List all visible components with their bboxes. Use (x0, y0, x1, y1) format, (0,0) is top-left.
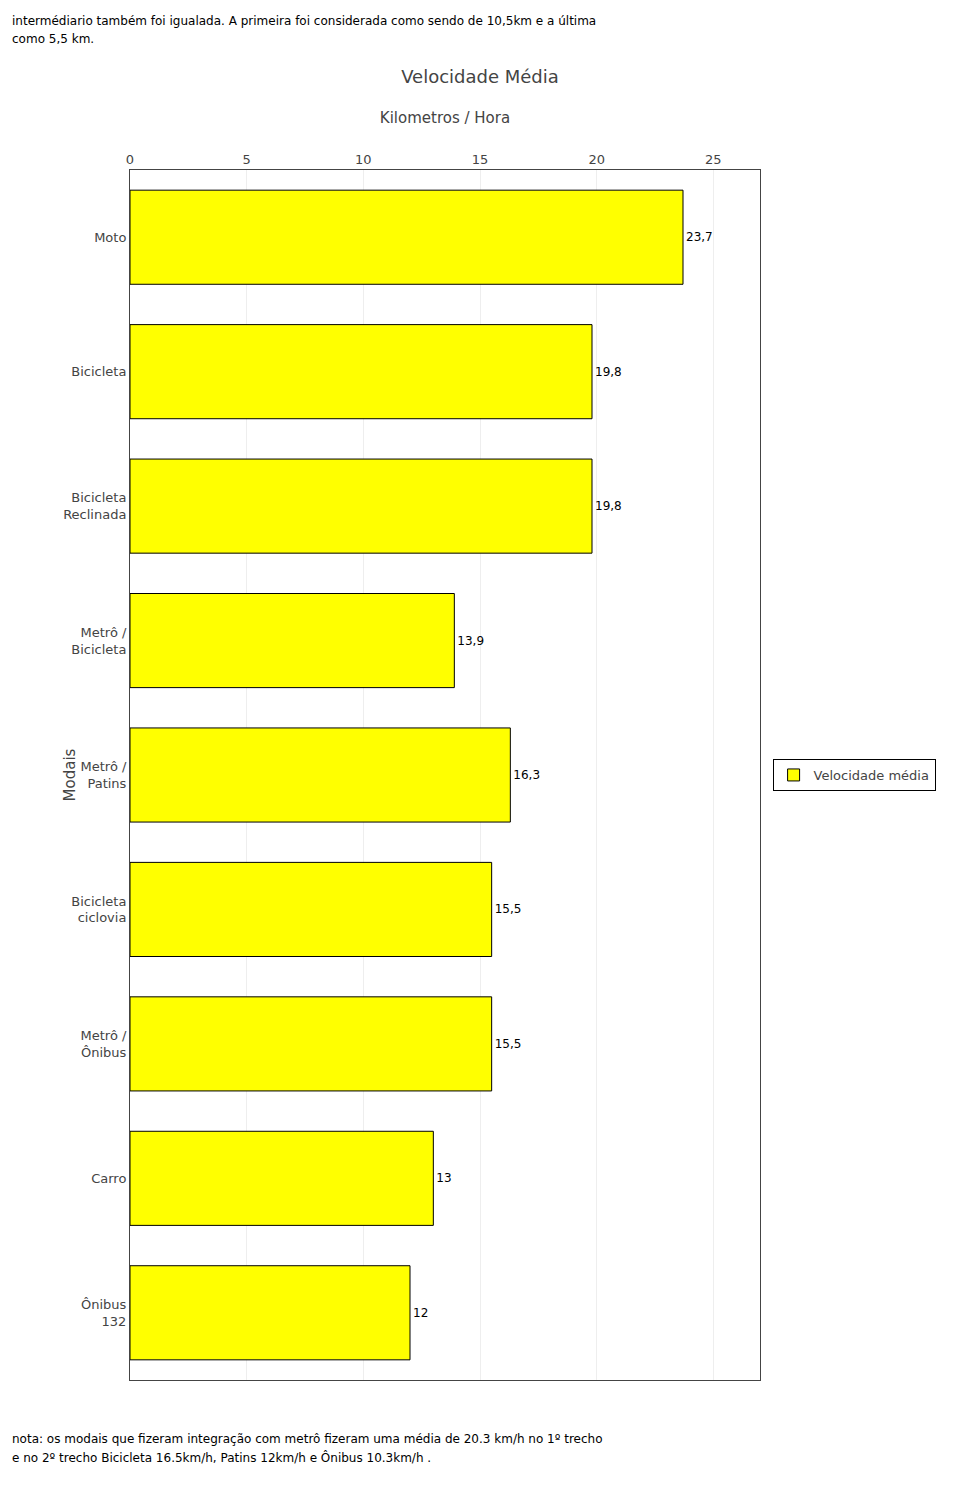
svg-text:Ônibus132: Ônibus132 (81, 1297, 127, 1329)
svg-text:Metrô /Bicicleta: Metrô /Bicicleta (71, 625, 127, 657)
svg-text:12: 12 (413, 1306, 428, 1320)
svg-text:Moto: Moto (94, 230, 126, 245)
svg-text:nota: os modais que fizeram in: nota: os modais que fizeram integração c… (12, 1432, 603, 1446)
svg-text:15: 15 (472, 152, 489, 167)
svg-text:e no 2º trecho Bicicleta 16.5k: e no 2º trecho Bicicleta 16.5km/h, Patin… (12, 1450, 431, 1465)
svg-text:19,8: 19,8 (595, 499, 622, 513)
svg-text:25: 25 (705, 152, 722, 167)
svg-text:Bicicletaciclovia: Bicicletaciclovia (71, 894, 126, 926)
svg-text:Bicicleta: Bicicleta (71, 364, 126, 379)
svg-text:23,7: 23,7 (686, 230, 713, 244)
svg-text:BicicletaReclinada: BicicletaReclinada (63, 490, 126, 522)
svg-text:Kilometros / Hora: Kilometros / Hora (380, 109, 510, 127)
svg-text:15,5: 15,5 (495, 902, 522, 916)
svg-text:Velocidade Média: Velocidade Média (401, 66, 559, 87)
svg-text:10: 10 (355, 152, 372, 167)
svg-text:20: 20 (588, 152, 605, 167)
svg-text:15,5: 15,5 (495, 1037, 522, 1051)
svg-text:13: 13 (436, 1171, 451, 1185)
svg-text:Carro: Carro (91, 1171, 126, 1186)
svg-text:5: 5 (243, 152, 251, 167)
svg-text:intermédiario também foi igual: intermédiario também foi igualada. A pri… (12, 14, 596, 28)
svg-text:Modais: Modais (61, 748, 79, 801)
svg-text:0: 0 (126, 152, 134, 167)
svg-text:Metrô /Ônibus: Metrô /Ônibus (81, 1028, 127, 1060)
svg-text:16,3: 16,3 (513, 768, 540, 782)
svg-text:Velocidade média: Velocidade média (814, 768, 929, 783)
svg-text:19,8: 19,8 (595, 365, 622, 379)
svg-text:como 5,5 km.: como 5,5 km. (12, 32, 94, 46)
svg-text:Metrô /Patins: Metrô /Patins (81, 759, 127, 791)
svg-text:13,9: 13,9 (457, 634, 484, 648)
